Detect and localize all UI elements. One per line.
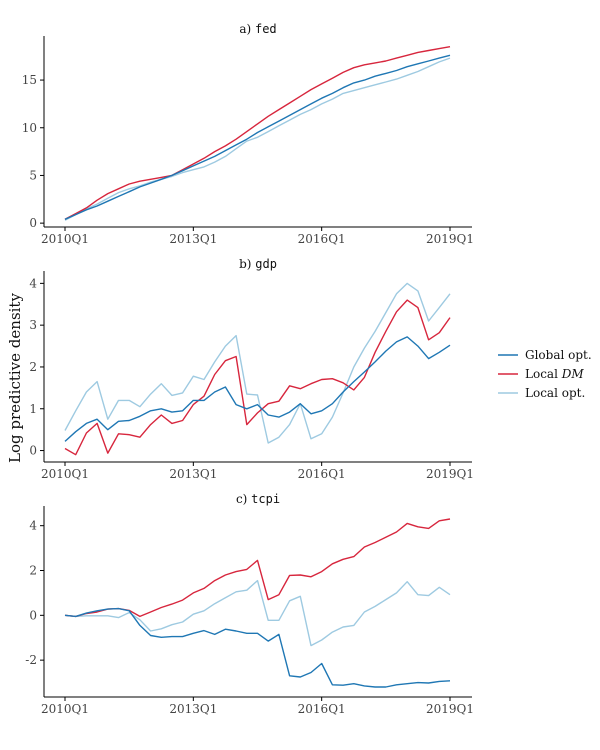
y-tick-label: 3	[29, 318, 37, 332]
panel-title-tcpi: c) tcpi	[236, 492, 280, 506]
x-tick-label: 2010Q1	[41, 232, 89, 246]
y-tick-label: 15	[22, 73, 37, 87]
series-line-global-opt-tcpi	[64, 607, 451, 688]
x-tick-label: 2016Q1	[298, 467, 346, 481]
panel-title-var: tcpi	[251, 492, 280, 506]
panel-tcpi: c) tcpi -2 0 2 4 2010Q1 2013Q1 2016Q1 2019Q1	[25, 492, 474, 716]
legend-label-local-dm-prefix: Local	[525, 367, 562, 381]
panel-title-prefix: a)	[239, 22, 255, 36]
legend-label-local-opt: Local opt.	[525, 386, 585, 400]
y-tick-label: 4	[29, 519, 37, 533]
panel-title-fed: a) fed	[239, 22, 276, 36]
legend-label-global-opt: Global opt.	[525, 348, 592, 362]
panel-title-prefix: c)	[236, 492, 251, 506]
legend-label-local-dm-math: DM	[561, 367, 585, 381]
x-tick-label: 2016Q1	[298, 702, 346, 716]
y-tick-label: 1	[29, 402, 37, 416]
series-line-local-opt-gdp	[64, 282, 451, 444]
series-line-local-opt-fed	[64, 57, 451, 221]
series-line-local-opt-tcpi	[64, 579, 451, 647]
y-tick-label: 2	[29, 564, 37, 578]
x-tick-label: 2010Q1	[41, 467, 89, 481]
y-tick-label: -2	[25, 653, 37, 667]
series-line-local-dm-fed	[64, 46, 451, 220]
y-tick-label: 10	[22, 121, 37, 135]
x-tick-label: 2010Q1	[41, 702, 89, 716]
panel-fed: a) fed 0 5 10 15 2010Q1 2013Q1 2016Q1 2019Q1	[22, 22, 474, 246]
x-tick-label: 2019Q1	[426, 232, 474, 246]
y-tick-label: 4	[29, 276, 37, 290]
y-tick-label: 0	[29, 444, 37, 458]
x-tick-label: 2016Q1	[298, 232, 346, 246]
legend: Global opt. Local DM Local opt.	[498, 348, 592, 400]
series-line-local-dm-tcpi	[64, 518, 451, 618]
y-tick-label: 5	[29, 168, 37, 182]
series-line-global-opt-fed	[64, 54, 451, 220]
x-tick-label: 2019Q1	[426, 702, 474, 716]
panel-title-prefix: b)	[239, 257, 255, 271]
panel-title-gdp: b) gdp	[239, 257, 277, 271]
y-tick-label: 0	[29, 608, 37, 622]
series-line-global-opt-gdp	[64, 336, 451, 442]
series-line-local-dm-gdp	[64, 299, 451, 456]
x-tick-label: 2013Q1	[169, 232, 217, 246]
panel-title-var: gdp	[255, 257, 277, 271]
legend-label-local-dm: Local DM	[525, 367, 584, 381]
y-tick-label: 2	[29, 360, 37, 374]
x-tick-label: 2013Q1	[169, 702, 217, 716]
x-tick-label: 2019Q1	[426, 467, 474, 481]
y-axis-title: Log predictive density	[6, 293, 24, 463]
panel-gdp: b) gdp 0 1 2 3 4 2010Q1 2013Q1 2016Q1 2019Q1	[29, 257, 474, 481]
x-tick-label: 2013Q1	[169, 467, 217, 481]
y-tick-label: 0	[29, 216, 37, 230]
panel-title-var: fed	[255, 22, 277, 36]
